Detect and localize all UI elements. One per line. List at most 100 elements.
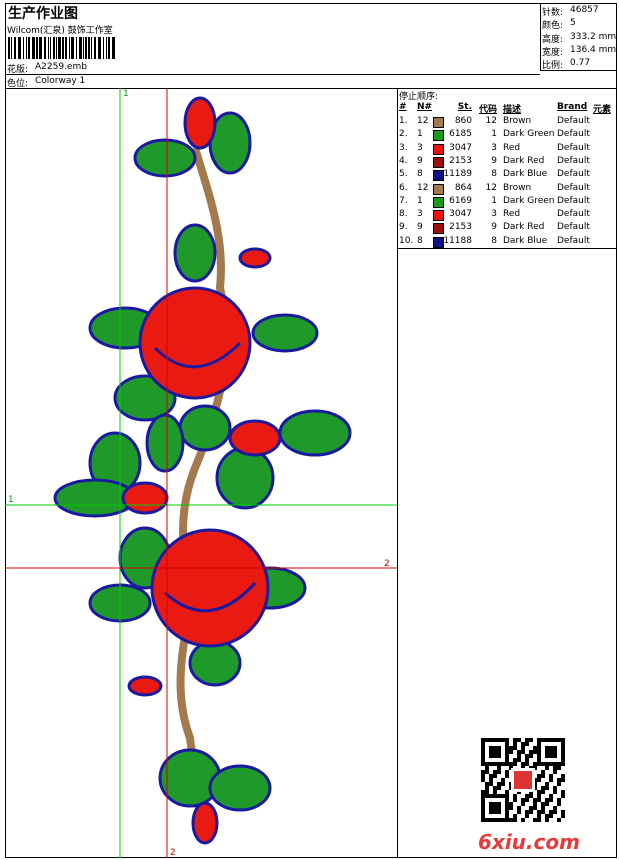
cell: Default [557,182,590,193]
pattern-cell [505,802,509,806]
pattern-cell [509,746,513,750]
pattern-cell [83,37,84,59]
pattern-cell [529,750,533,754]
pattern-cell [537,738,541,742]
pattern-cell [533,746,537,750]
pattern-cell [505,818,509,822]
pattern-cell [521,818,525,822]
pattern-cell [493,786,497,790]
pattern-cell [517,750,521,754]
pattern-cell [481,770,485,774]
pattern-cell [521,762,525,766]
pattern-cell [485,770,489,774]
pattern-cell [14,37,16,59]
pattern-cell [76,37,77,59]
pattern-cell [485,738,489,742]
cell: 6169 [449,195,472,206]
pattern-cell [541,790,545,794]
cell: 8. [399,209,408,220]
pattern-cell [481,750,485,754]
cell: Brown [503,182,532,193]
cell: 2. [399,129,408,140]
pattern-cell [489,746,493,750]
pattern-cell [561,742,565,746]
pattern-cell [98,37,101,59]
column-header: N# [417,102,433,112]
info-value: 46857 [570,5,599,15]
pattern-cell [561,746,565,750]
pattern-cell [65,37,67,59]
pattern-cell [8,37,10,59]
pattern-cell [36,37,38,59]
pattern-cell [497,794,501,798]
color-swatch [433,130,444,142]
pattern-cell [493,818,497,822]
cell: Default [557,155,590,166]
pattern-cell [509,802,513,806]
color-swatch [433,223,444,235]
pattern-cell [549,794,553,798]
info-label: 颜色: [542,21,564,32]
pattern-cell [497,786,501,790]
pattern-cell [541,806,545,810]
pattern-cell [493,774,497,778]
pattern-cell [501,762,505,766]
pattern-cell [501,818,505,822]
column-header: 描述 [503,105,522,115]
pattern-cell [561,810,565,814]
pattern-cell [505,742,509,746]
color-swatch [433,236,444,248]
info-value: 0.77 [570,58,591,69]
info-value: 5 [570,18,576,29]
pattern-cell [557,766,561,770]
pattern-cell [58,37,61,59]
rule [397,88,398,858]
cell: 9. [399,222,408,233]
pattern-cell [481,754,485,758]
pattern-cell [505,798,509,802]
column-header: 元素 [593,105,612,115]
pattern-cell [11,37,12,59]
pattern-cell [56,37,57,59]
pattern-cell [545,818,549,822]
pattern-cell [525,762,529,766]
cell: 12 [485,182,497,193]
cell: Dark Green [503,195,555,206]
pattern-cell [485,794,489,798]
cell: 8 [491,235,497,246]
pattern-cell [525,814,529,818]
pattern-cell [537,814,541,818]
cell: 6185 [449,129,472,140]
pattern-cell [497,746,501,750]
cell: 3. [399,142,408,153]
pattern-cell [521,798,525,802]
pattern-cell [493,762,497,766]
barcode [8,37,115,59]
cell: Dark Red [503,222,545,233]
guide-label: 2 [170,848,176,858]
pattern-cell [521,802,525,806]
pattern-cell [106,37,107,59]
pattern-cell [545,738,549,742]
column-header: Brand [557,102,588,112]
pattern-cell [489,818,493,822]
pattern-cell [553,810,557,814]
guide-label: 1 [8,495,14,505]
pattern-cell [557,762,561,766]
pattern-cell [557,738,561,742]
pattern-cell [525,810,529,814]
pattern-cell [549,738,553,742]
cell: Default [557,129,590,140]
guide-label: 1 [123,89,129,99]
pattern-cell [553,750,557,754]
pattern-cell [85,37,87,59]
pattern-cell [489,778,493,782]
design-label: 花版: [7,65,29,75]
cell: Default [557,142,590,153]
color-swatch [433,143,444,155]
pattern-cell [481,818,485,822]
pattern-cell [53,37,55,59]
pattern-cell [553,770,557,774]
pattern-cell [537,762,541,766]
